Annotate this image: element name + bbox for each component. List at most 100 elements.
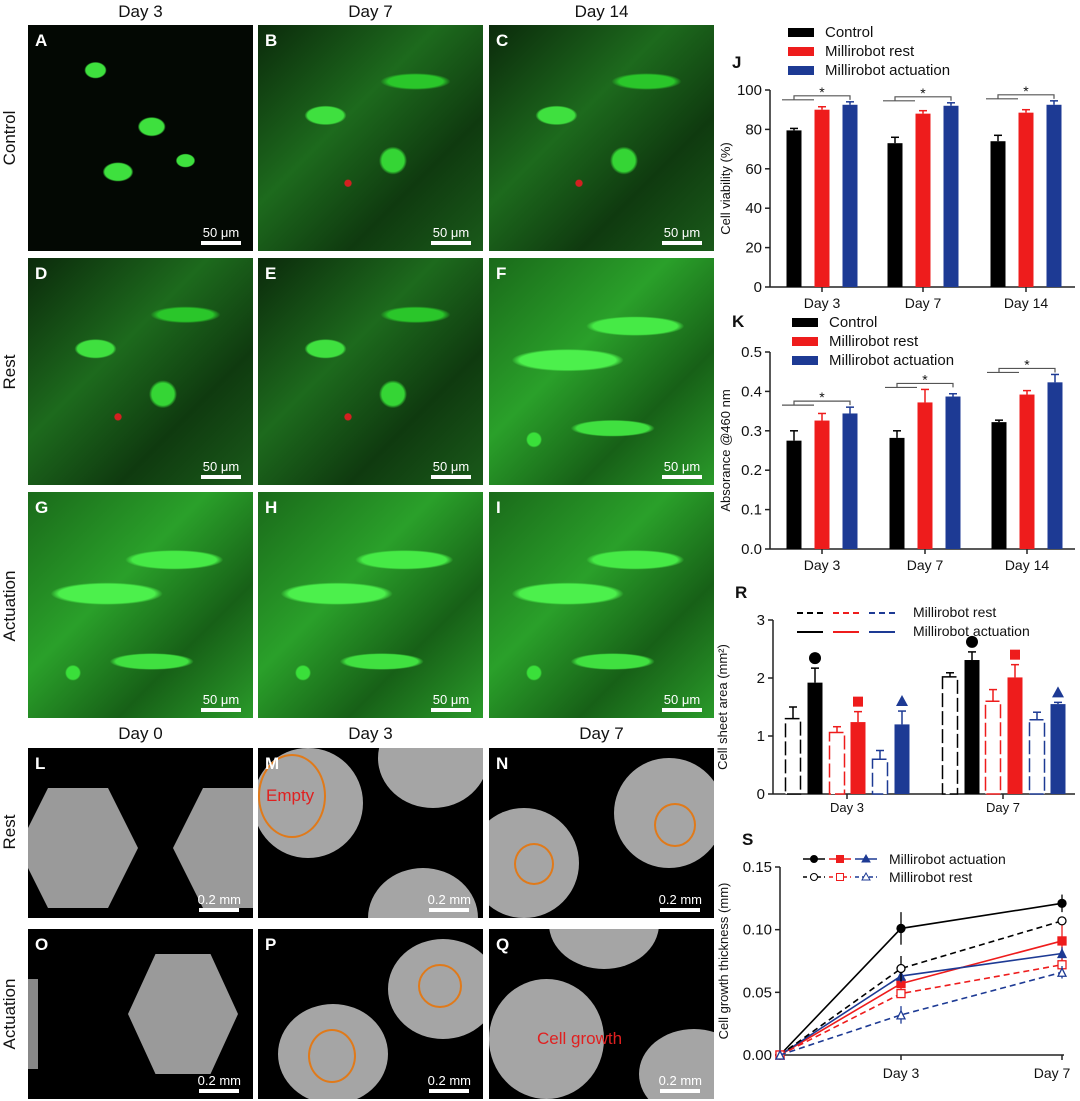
legend-swatch [792, 318, 818, 327]
significance-star: * [819, 389, 825, 405]
data-point [775, 1050, 785, 1060]
y-tick-label: 0 [754, 279, 762, 296]
bar [915, 113, 931, 287]
x-tick-label: Day 7 [986, 800, 1020, 815]
bar-outline [1028, 719, 1046, 795]
fluorescence-image: D 50 μm [28, 258, 253, 485]
panel-letter: B [265, 31, 278, 50]
scale-bar: 50 μm [201, 225, 241, 245]
bar [887, 143, 903, 287]
col-header: Day 7 [348, 2, 393, 21]
panel-letter: E [265, 264, 277, 283]
legend-label: Millirobot rest [913, 604, 996, 620]
scale-label: 50 μm [202, 459, 240, 474]
data-point [774, 1049, 786, 1060]
legend-label: Millirobot rest [825, 43, 915, 60]
legend-label: Control [829, 314, 877, 331]
scale-label: 0.2 mm [427, 1073, 471, 1088]
bar [814, 420, 830, 549]
scale-label: 50 μm [663, 692, 701, 707]
legend-label: Millirobot actuation [825, 62, 950, 79]
panel-letter: H [265, 498, 278, 517]
row-header: Rest [0, 814, 19, 850]
cell-growth-label: Cell growth [537, 1029, 623, 1048]
data-point [1057, 916, 1067, 926]
scale-label: 50 μm [663, 459, 701, 474]
significance-star: * [1023, 83, 1029, 99]
scale-label: 0.2 mm [197, 892, 241, 907]
scale-bar: 0.2 mm [659, 1073, 702, 1093]
scale-label: 0.2 mm [658, 1073, 702, 1088]
y-tick-label: 0.5 [741, 344, 762, 361]
data-point [895, 970, 907, 981]
y-tick-label: 3 [757, 612, 765, 629]
y-tick-label: 0 [757, 786, 765, 803]
panel-letter: S [742, 830, 753, 849]
legend-swatch [788, 66, 814, 75]
data-point [1056, 966, 1068, 977]
legend-label: Millirobot rest [829, 333, 919, 350]
y-tick-label: 0.3 [741, 423, 762, 440]
data-point [775, 1050, 785, 1060]
bar [1018, 112, 1034, 287]
y-tick-label: 0.15 [743, 859, 772, 876]
legend-label: Millirobot actuation [889, 851, 1006, 867]
significance-star: * [1024, 356, 1030, 372]
legend-swatch [792, 337, 818, 346]
scale-bar: 50 μm [662, 459, 702, 479]
bar [1007, 677, 1023, 794]
bar [991, 422, 1007, 549]
y-tick-label: 20 [745, 240, 762, 257]
significance-bracket [782, 400, 851, 406]
scale-bar: 50 μm [201, 692, 241, 712]
bar [1047, 382, 1063, 549]
scale-bar: 50 μm [431, 225, 471, 245]
y-tick-label: 60 [745, 161, 762, 178]
fluorescence-image: H 50 μm [258, 492, 483, 718]
data-point [896, 978, 906, 989]
y-axis-label: Cell sheet area (mm²) [715, 644, 730, 770]
bar [786, 440, 802, 549]
panel-letter: A [35, 31, 48, 50]
y-tick-label: 0.10 [743, 922, 772, 939]
significance-bracket [883, 96, 952, 102]
panel-letter: O [35, 935, 49, 954]
scale-bar: 50 μm [201, 459, 241, 479]
fluorescence-image: E 50 μm [258, 258, 483, 485]
significance-star: * [819, 84, 825, 100]
bar-outline [828, 731, 846, 795]
series-line [779, 940, 1063, 1056]
scale-bar: 50 μm [431, 692, 471, 712]
fluorescence-image: I 50 μm [489, 492, 714, 718]
bar-outline [784, 717, 802, 795]
bar [786, 130, 802, 287]
scaffold-image: N 0.2 mm [489, 748, 714, 918]
bar [943, 105, 959, 287]
legend-marker [861, 871, 871, 881]
panel-letter: J [732, 53, 741, 72]
scaffold-image: O 0.2 mm [28, 929, 253, 1099]
x-tick-label: Day 3 [804, 557, 841, 573]
panel-letter: Q [496, 935, 510, 954]
row-header: Rest [0, 354, 19, 390]
row-header: Control [0, 110, 19, 166]
data-point [775, 1050, 785, 1060]
empty-label: Empty [266, 786, 315, 805]
significance-star: * [922, 371, 928, 387]
data-point [1057, 898, 1067, 908]
x-tick-label: Day 7 [1034, 1065, 1071, 1081]
col-header: Day 3 [348, 724, 393, 743]
legend-marker [861, 853, 871, 863]
bar [842, 104, 858, 288]
scale-label: 50 μm [202, 225, 240, 240]
legend-label: Millirobot rest [889, 869, 972, 885]
series-line [779, 902, 1063, 1056]
y-axis-label: Absorance @460 nm [718, 389, 733, 511]
panel-letter: G [35, 498, 49, 517]
bar [990, 141, 1006, 287]
scale-label: 50 μm [432, 692, 470, 707]
panel-letter: P [265, 935, 277, 954]
fluorescence-image: A 50 μm [28, 25, 253, 251]
y-tick-label: 100 [737, 82, 762, 99]
bar [894, 724, 910, 794]
